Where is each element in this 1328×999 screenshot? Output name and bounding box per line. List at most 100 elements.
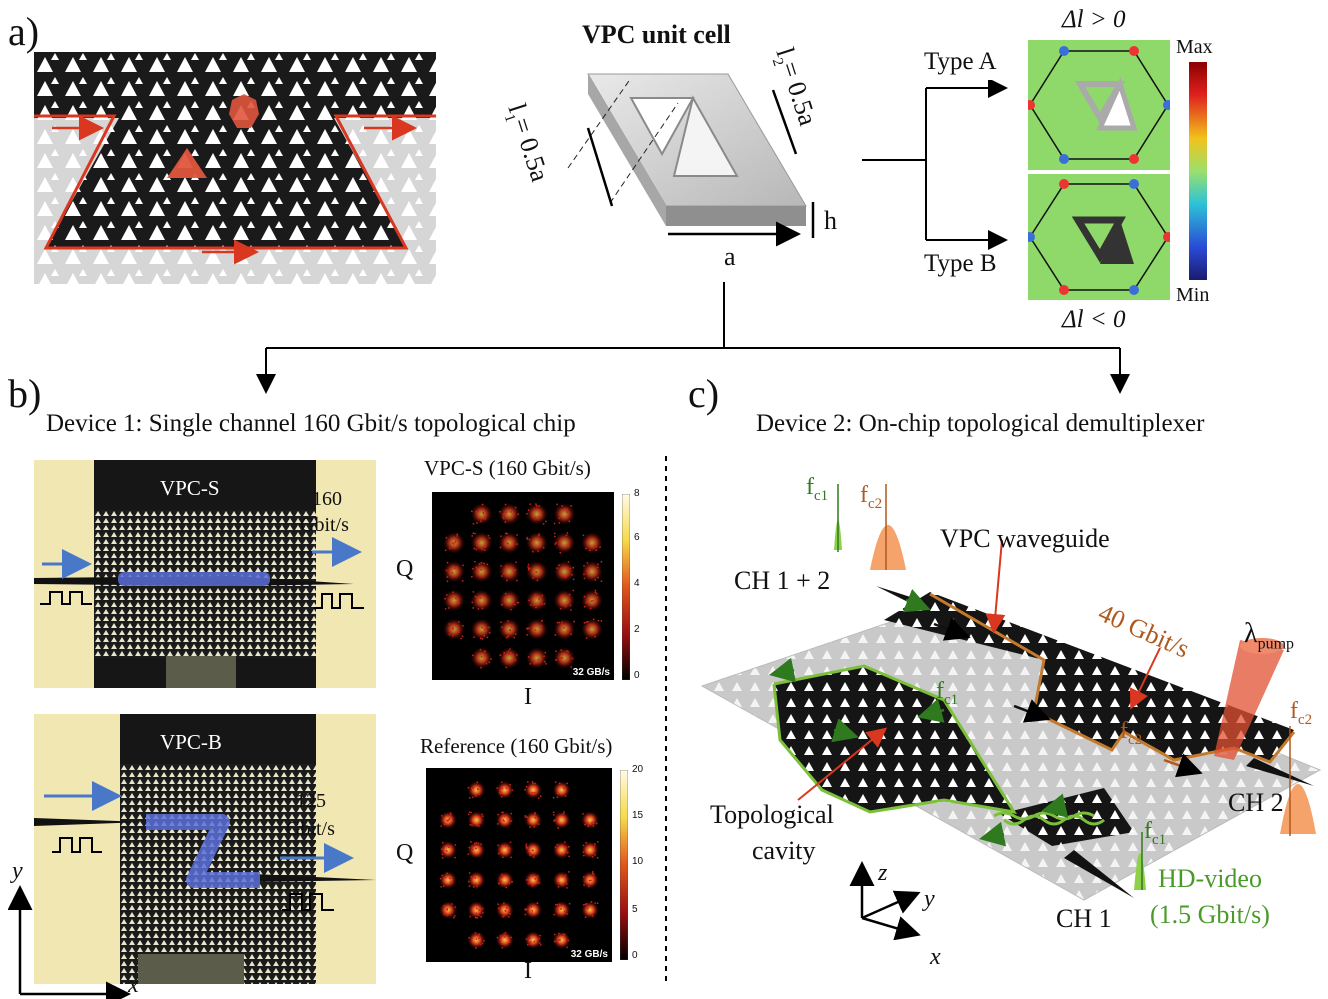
waveguide-overlay	[34, 537, 364, 688]
constellation-sample	[533, 940, 536, 943]
constellation-sample	[502, 902, 505, 905]
constellation-sample	[542, 546, 545, 549]
constellation-sample	[531, 909, 534, 912]
constellation-sample	[525, 785, 528, 788]
constellation-sample	[499, 792, 502, 795]
constellation-sample	[538, 539, 541, 542]
constellation-sample	[583, 621, 586, 624]
constellation-sample	[514, 633, 517, 635]
constellation-cluster	[498, 560, 521, 583]
constellation-sample	[507, 635, 510, 638]
constellation-sample	[467, 853, 470, 856]
panel-divider	[665, 456, 667, 986]
constellation-sample	[529, 882, 532, 885]
constellation-cluster	[498, 647, 521, 669]
constellation-sample	[472, 607, 475, 609]
constellation-sample	[541, 594, 544, 597]
constellation-sample	[559, 595, 562, 598]
constellation-sample	[585, 621, 588, 624]
constellation-cluster	[470, 589, 493, 612]
constellation-sample	[454, 540, 457, 542]
constellation-sample	[449, 845, 452, 848]
constellation-cluster	[467, 901, 486, 919]
constellation-sample	[500, 795, 503, 798]
constellation-plot-reference: 32 GB/s	[426, 768, 612, 962]
constellation-sample	[440, 825, 443, 828]
constellation-sample	[468, 936, 471, 939]
constellation-sample	[566, 913, 568, 915]
constellation-sample	[500, 564, 502, 567]
constellation-sample	[599, 546, 601, 549]
constellation-sample	[452, 591, 454, 594]
constellation-sample	[497, 903, 500, 906]
constellation-cluster	[553, 503, 576, 525]
constellation-sample	[471, 824, 473, 827]
constellation-sample	[467, 880, 470, 883]
constellation-sample	[457, 621, 460, 623]
constellation-sample	[468, 846, 471, 849]
constellation-sample	[471, 848, 474, 851]
constellation-sample	[568, 902, 571, 905]
constellation-cluster	[581, 531, 603, 554]
constellation-sample	[478, 909, 480, 911]
constellation-sample	[514, 659, 517, 662]
constellation-sample	[470, 811, 472, 814]
constellation-sample	[485, 662, 488, 665]
colorbar-max-label: Max	[1176, 36, 1213, 58]
constellation-sample	[535, 906, 538, 908]
constellation-sample	[499, 789, 501, 792]
unit-cell-title: VPC unit cell	[582, 20, 731, 49]
constellation-sample	[582, 851, 585, 854]
constellation-sample	[505, 579, 508, 582]
constellation-sample	[528, 599, 530, 602]
constellation-cluster	[524, 781, 543, 799]
constellation-sample	[505, 886, 508, 889]
constellation-sample	[454, 914, 456, 917]
constellation-sample	[594, 853, 596, 856]
constellation-sample	[468, 885, 471, 888]
constellation-sample	[531, 550, 534, 553]
axis-y3d-label: y	[924, 886, 935, 912]
constellation-sample	[499, 934, 502, 937]
constellation-sample	[558, 882, 560, 885]
constellation-sample	[586, 907, 589, 910]
constellation-sample	[501, 844, 504, 847]
constellation-sample	[439, 877, 442, 880]
constellation-sample	[480, 632, 483, 635]
constellation-sample	[537, 550, 540, 552]
constellation-sample	[526, 512, 528, 515]
constellation-sample	[471, 654, 474, 657]
constellation-sample	[474, 560, 476, 563]
constellation-sample	[560, 908, 563, 910]
constellation-sample	[563, 910, 566, 913]
constellation-sample	[473, 547, 476, 550]
constellation-sample	[590, 901, 593, 903]
constellation-sample	[537, 823, 540, 825]
constellation-sample	[593, 845, 596, 848]
constellation-cluster	[495, 781, 514, 799]
constellation-sample	[503, 517, 505, 520]
constellation-sample	[452, 594, 455, 597]
constellation-sample	[583, 573, 585, 576]
constellation-sample	[451, 911, 453, 914]
ch12-label: CH 1 + 2	[734, 566, 831, 595]
constellation-sample	[554, 650, 557, 653]
constellation-sample	[481, 607, 484, 610]
constellation-sample	[474, 916, 477, 919]
constellation-sample	[483, 634, 486, 637]
constellation-sample	[558, 875, 561, 877]
constellation-sample	[587, 905, 590, 908]
constellation-sample	[476, 788, 479, 791]
constellation-cluster	[552, 871, 571, 889]
constellation-sample	[526, 846, 528, 849]
constellation-sample	[570, 609, 572, 611]
constellation-sample	[595, 592, 598, 595]
constellation-sample	[505, 565, 508, 568]
constellation-sample	[529, 604, 532, 606]
constellation-sample	[538, 942, 541, 944]
constellation-sample	[565, 576, 567, 578]
constellation-sample	[448, 633, 451, 636]
constellation-sample	[471, 845, 473, 848]
constellation-cluster	[498, 503, 521, 525]
constellation-sample	[563, 845, 566, 848]
